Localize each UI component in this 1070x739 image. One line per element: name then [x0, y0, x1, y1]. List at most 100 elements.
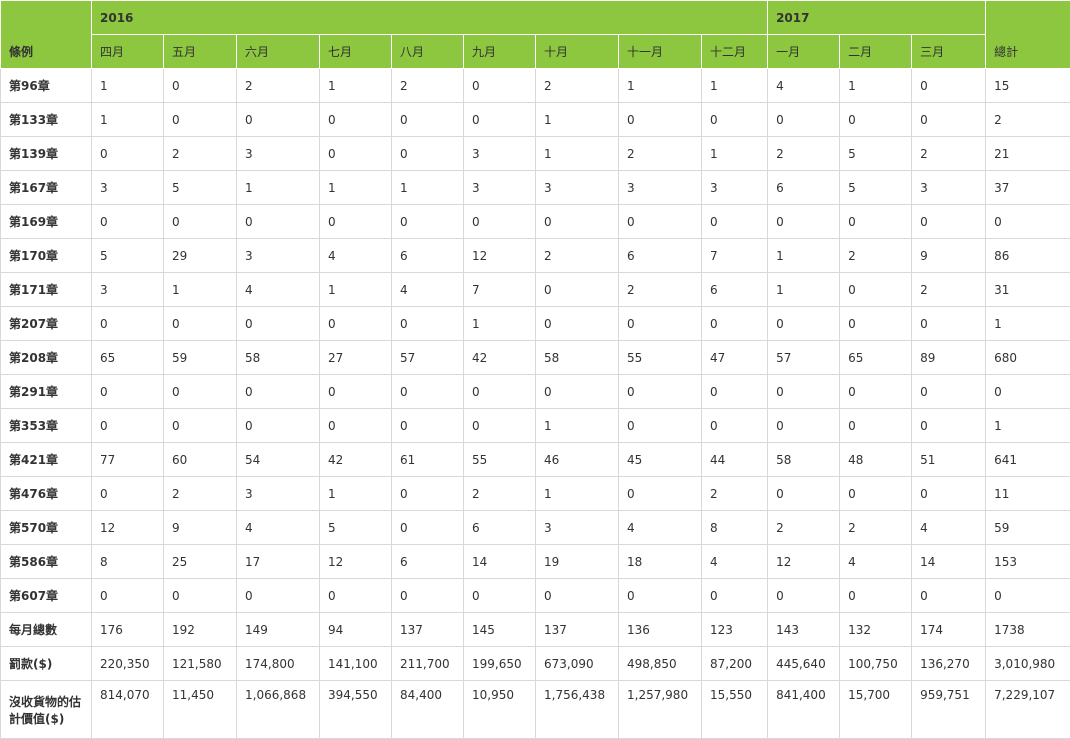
table-cell: 0	[320, 579, 392, 613]
table-cell: 0	[92, 137, 164, 171]
table-cell: 0	[92, 205, 164, 239]
table-cell: 0	[392, 409, 464, 443]
year-header-2016: 2016	[92, 1, 768, 35]
table-cell: 0	[840, 477, 912, 511]
table-cell: 0	[164, 375, 237, 409]
table-cell: 0	[164, 69, 237, 103]
table-cell: 0	[164, 307, 237, 341]
table-cell: 84,400	[392, 681, 464, 739]
table-cell: 0	[912, 205, 986, 239]
table-cell: 9	[164, 511, 237, 545]
row-total: 59	[986, 511, 1070, 545]
row-label: 第169章	[1, 205, 92, 239]
table-cell: 0	[392, 375, 464, 409]
table-cell: 0	[320, 205, 392, 239]
table-cell: 0	[702, 579, 768, 613]
row-label: 第170章	[1, 239, 92, 273]
row-total: 2	[986, 103, 1070, 137]
table-cell: 3	[464, 137, 536, 171]
row-label: 第476章	[1, 477, 92, 511]
table-cell: 3	[702, 171, 768, 205]
table-cell: 0	[320, 307, 392, 341]
table-cell: 3	[237, 477, 320, 511]
row-label: 第208章	[1, 341, 92, 375]
table-cell: 1,756,438	[536, 681, 619, 739]
table-cell: 2	[702, 477, 768, 511]
table-cell: 94	[320, 613, 392, 647]
table-cell: 0	[912, 103, 986, 137]
table-cell: 0	[536, 375, 619, 409]
table-cell: 2	[619, 137, 702, 171]
table-cell: 3	[536, 171, 619, 205]
table-cell: 4	[320, 239, 392, 273]
table-cell: 1	[392, 171, 464, 205]
table-cell: 1	[320, 171, 392, 205]
table-cell: 0	[840, 273, 912, 307]
table-cell: 0	[840, 375, 912, 409]
table-cell: 5	[164, 171, 237, 205]
table-cell: 0	[912, 375, 986, 409]
table-cell: 0	[840, 579, 912, 613]
table-cell: 10,950	[464, 681, 536, 739]
table-cell: 0	[237, 375, 320, 409]
table-cell: 3	[619, 171, 702, 205]
table-cell: 2	[392, 69, 464, 103]
table-cell: 0	[320, 103, 392, 137]
table-cell: 0	[392, 205, 464, 239]
table-cell: 192	[164, 613, 237, 647]
table-cell: 498,850	[619, 647, 702, 681]
table-cell: 25	[164, 545, 237, 579]
table-cell: 174	[912, 613, 986, 647]
table-cell: 0	[702, 205, 768, 239]
month-header: 九月	[464, 35, 536, 69]
table-cell: 1	[320, 69, 392, 103]
table-cell: 1	[702, 137, 768, 171]
row-label: 第353章	[1, 409, 92, 443]
table-cell: 445,640	[768, 647, 840, 681]
table-cell: 1	[768, 239, 840, 273]
year-header-2017: 2017	[768, 1, 986, 35]
table-cell: 0	[702, 409, 768, 443]
table-cell: 45	[619, 443, 702, 477]
table-cell: 2	[840, 511, 912, 545]
table-cell: 19	[536, 545, 619, 579]
table-cell: 89	[912, 341, 986, 375]
table-cell: 137	[392, 613, 464, 647]
table-cell: 87,200	[702, 647, 768, 681]
table-cell: 0	[464, 103, 536, 137]
row-label: 第167章	[1, 171, 92, 205]
table-cell: 8	[702, 511, 768, 545]
table-cell: 0	[536, 273, 619, 307]
table-cell: 0	[840, 103, 912, 137]
table-cell: 14	[912, 545, 986, 579]
row-total: 11	[986, 477, 1070, 511]
table-cell: 1,066,868	[237, 681, 320, 739]
table-cell: 0	[320, 375, 392, 409]
table-cell: 1	[702, 69, 768, 103]
table-cell: 6	[619, 239, 702, 273]
total-header: 總計	[986, 1, 1070, 69]
table-cell: 4	[237, 511, 320, 545]
row-label: 第96章	[1, 69, 92, 103]
table-cell: 1	[164, 273, 237, 307]
row-total: 0	[986, 205, 1070, 239]
table-cell: 136,270	[912, 647, 986, 681]
table-cell: 2	[164, 477, 237, 511]
table-cell: 145	[464, 613, 536, 647]
row-label: 第570章	[1, 511, 92, 545]
table-cell: 5	[840, 171, 912, 205]
table-cell: 0	[536, 579, 619, 613]
table-cell: 3	[912, 171, 986, 205]
table-cell: 65	[92, 341, 164, 375]
table-cell: 59	[164, 341, 237, 375]
table-cell: 4	[392, 273, 464, 307]
table-cell: 1	[536, 409, 619, 443]
table-cell: 2	[536, 69, 619, 103]
table-cell: 0	[392, 477, 464, 511]
table-cell: 58	[768, 443, 840, 477]
